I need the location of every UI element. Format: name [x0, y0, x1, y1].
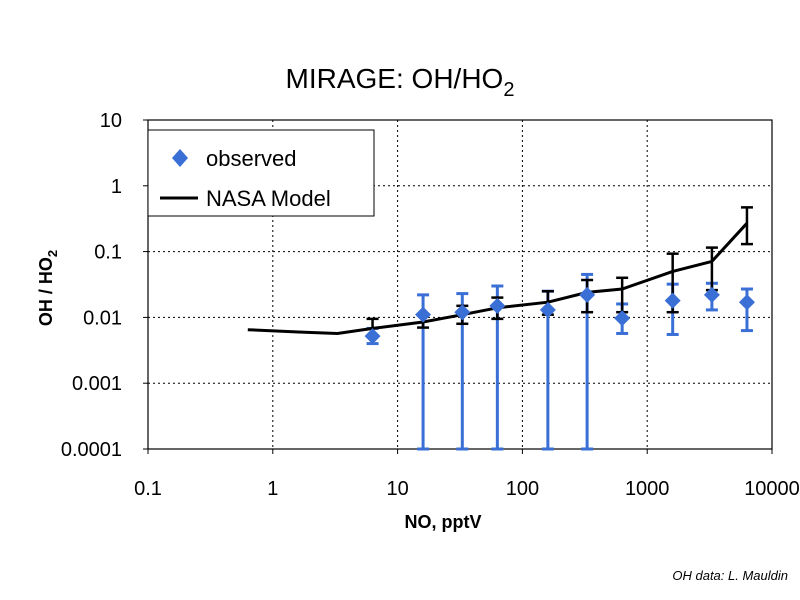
observed-point: [664, 292, 681, 309]
y-tick-label: 1: [111, 176, 122, 198]
y-tick-label: 10: [100, 110, 122, 132]
x-tick-label: 1000: [625, 478, 670, 500]
x-axis-label: NO, pptV: [405, 512, 482, 532]
observed-markers: [364, 286, 755, 345]
x-tick-label: 100: [506, 478, 539, 500]
y-tick-label: 0.01: [83, 307, 122, 329]
legend-model-label: NASA Model: [206, 186, 331, 211]
y-tick-label: 0.001: [72, 373, 122, 395]
x-tick-label: 10: [386, 478, 408, 500]
x-tick-label: 10000: [744, 478, 800, 500]
legend-diamond-icon: [172, 149, 188, 167]
chart-title: MIRAGE: OH/HO2: [286, 63, 515, 101]
legend-observed-label: observed: [206, 146, 297, 171]
observed-point: [539, 301, 556, 318]
y-axis-ticks: 0.0001 0.001 0.01 0.1 1 10: [61, 110, 148, 461]
legend: observed NASA Model: [147, 129, 375, 217]
legend-box: [147, 129, 375, 217]
y-tick-label: 0.0001: [61, 439, 122, 461]
x-tick-label: 1: [267, 478, 278, 500]
y-tick-label: 0.1: [94, 242, 122, 264]
observed-point: [415, 306, 432, 323]
x-tick-label: 0.1: [134, 478, 162, 500]
observed-point: [738, 294, 755, 311]
observed-point: [579, 286, 596, 303]
observed-point: [364, 328, 381, 345]
data-credit: OH data: L. Mauldin: [672, 568, 788, 583]
observed-point: [614, 310, 631, 327]
observed-point: [489, 297, 506, 314]
x-axis-ticks: 0.1 1 10 100 1000 10000: [134, 449, 800, 500]
observed-point: [454, 304, 471, 321]
observed-point: [703, 286, 720, 303]
model-error-bars: [366, 206, 753, 338]
y-axis-label: OH / HO2: [36, 250, 60, 326]
